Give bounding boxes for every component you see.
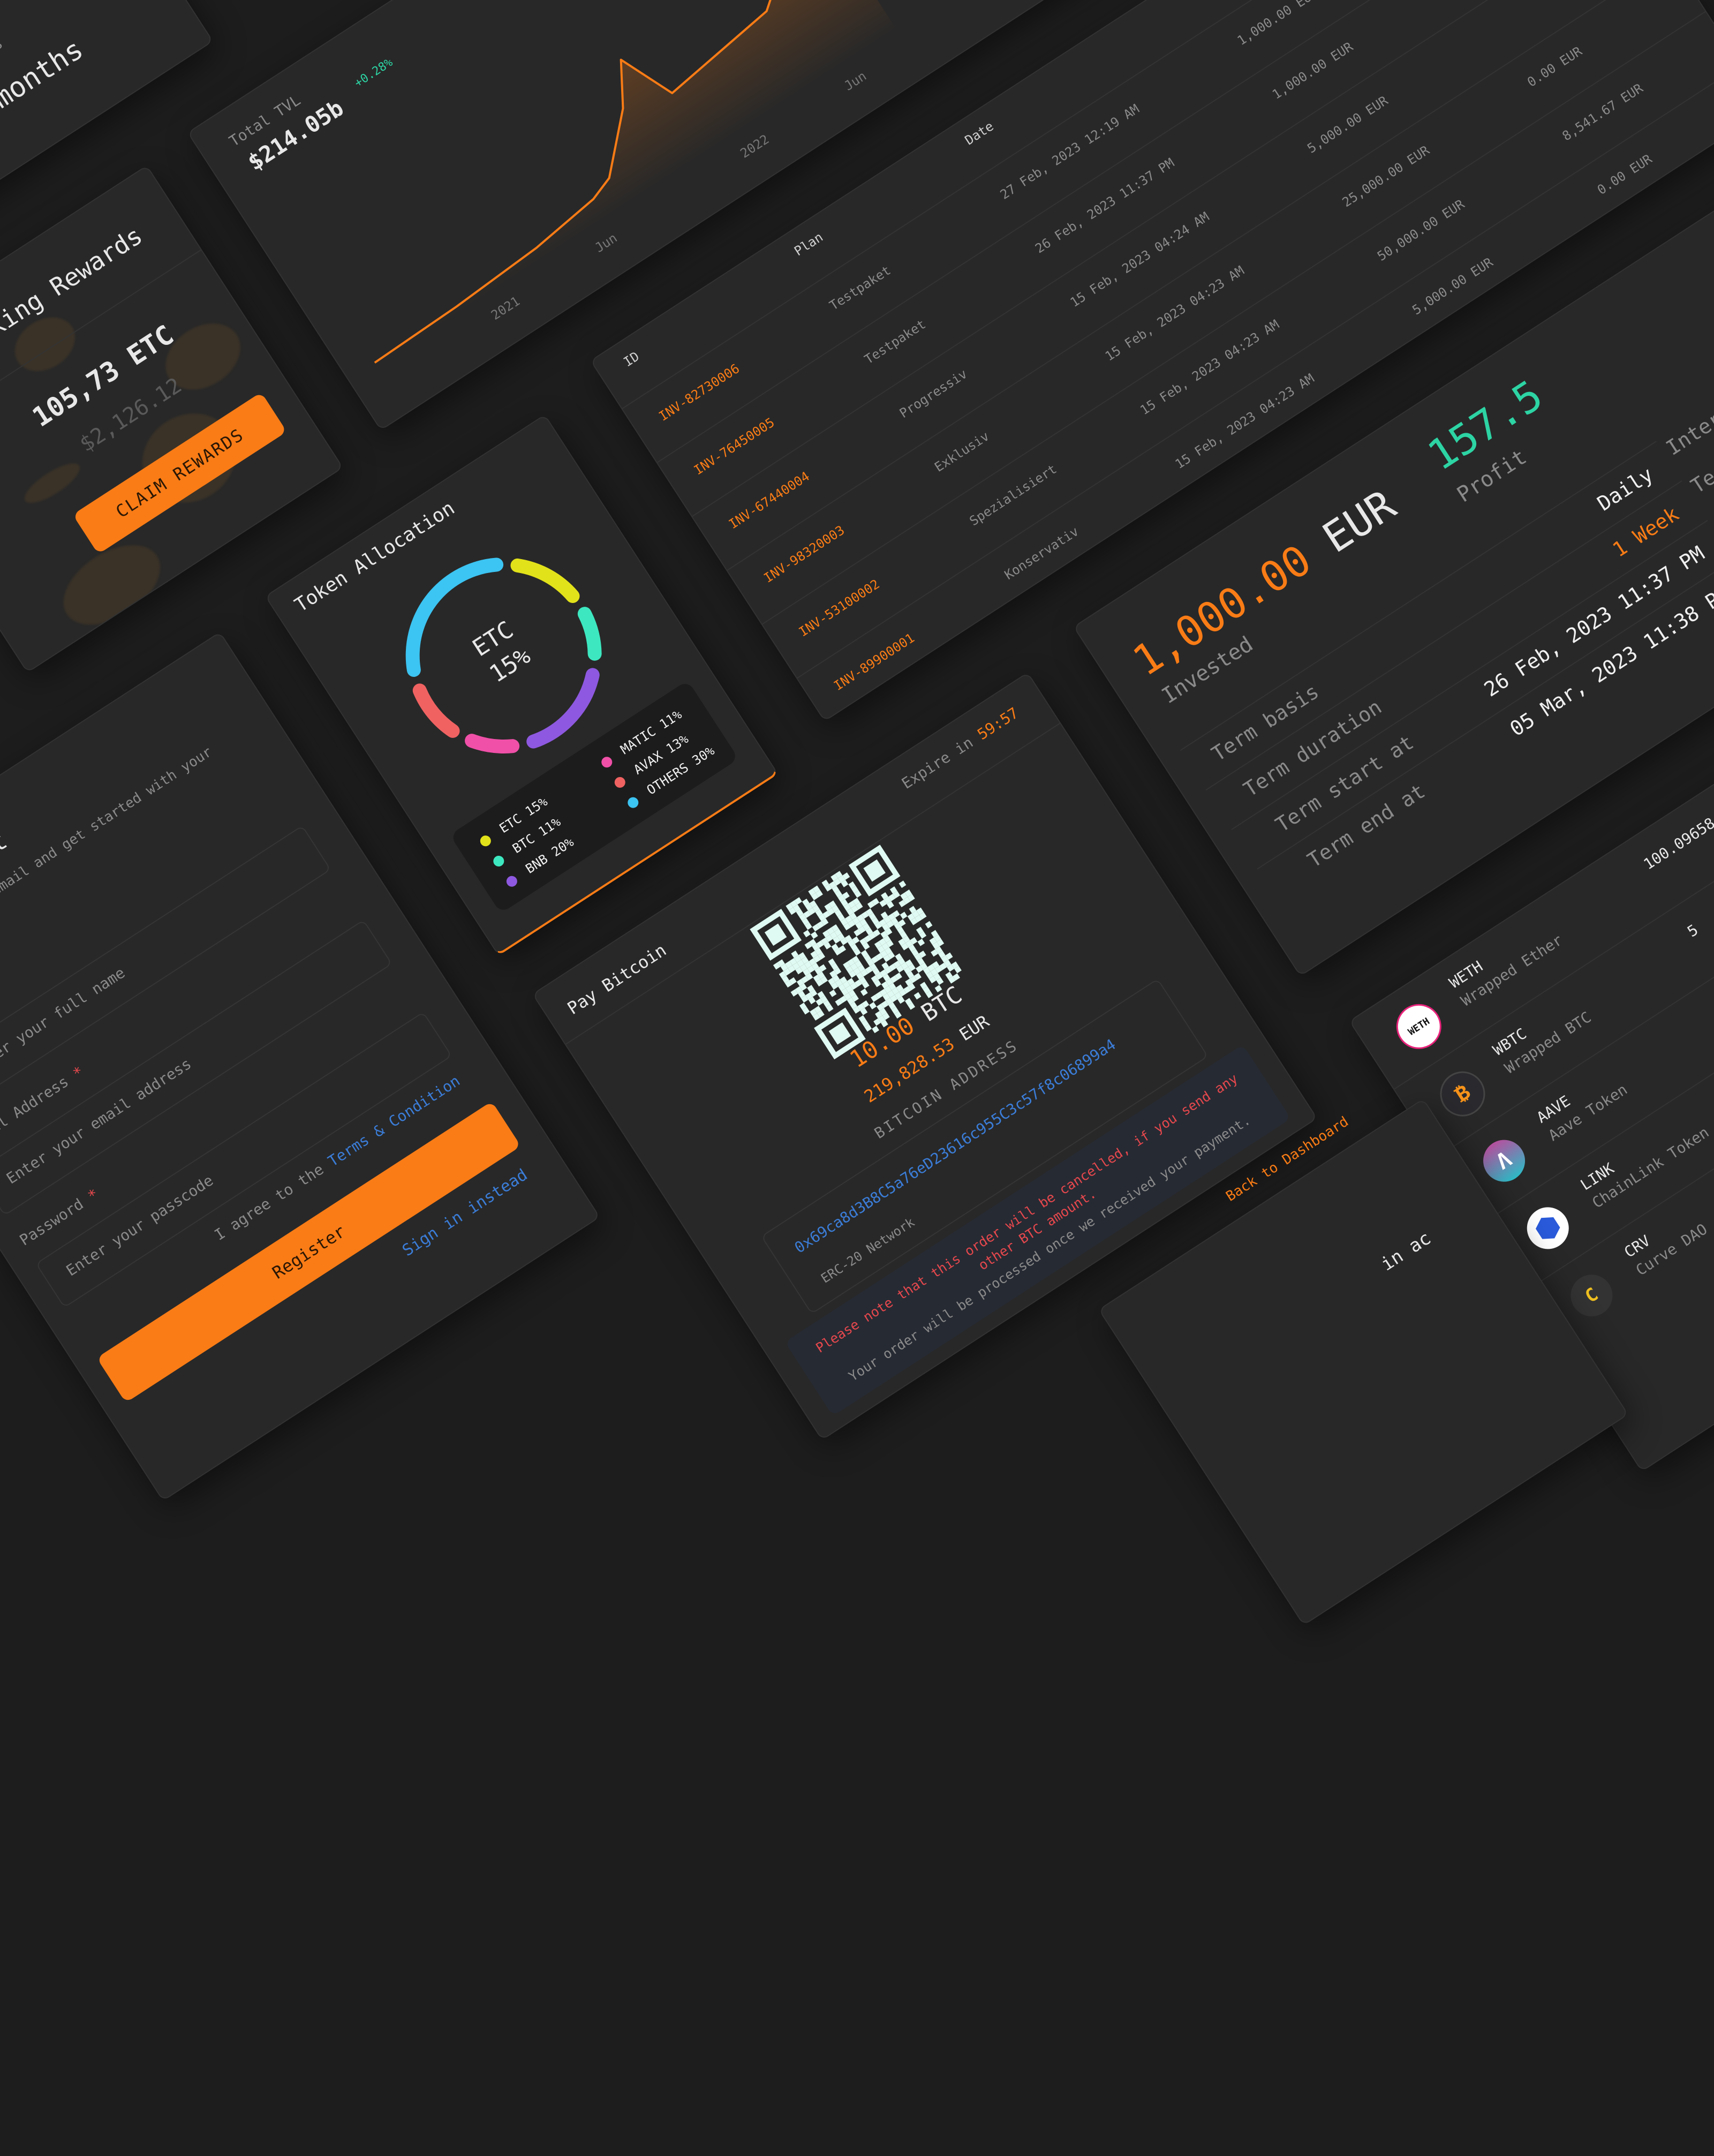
expire-label: Expire in bbox=[898, 728, 984, 792]
detail-divider bbox=[1206, 480, 1682, 790]
curve-icon: C bbox=[1562, 1267, 1620, 1324]
aave-icon: Λ bbox=[1475, 1132, 1533, 1190]
fiat-unit: EUR bbox=[956, 1011, 993, 1045]
qr-module bbox=[860, 989, 868, 996]
qr-module bbox=[899, 880, 907, 888]
qr-module bbox=[900, 912, 908, 919]
chainlink-icon: ⬢ bbox=[1519, 1199, 1577, 1257]
column-header-date[interactable]: Date bbox=[962, 118, 996, 148]
legend-dot bbox=[613, 775, 628, 790]
x-tick-label: Jun bbox=[842, 69, 870, 94]
qr-module bbox=[914, 992, 922, 1000]
plan-duration-label: ns bbox=[0, 34, 6, 59]
detail-value: 1 Week bbox=[1609, 502, 1683, 562]
profit-value: 157.5 bbox=[1419, 371, 1551, 480]
column-header-id[interactable]: ID bbox=[621, 349, 642, 370]
cell-plan: Testpaket bbox=[862, 316, 928, 367]
full-name-placeholder: Enter your full name bbox=[0, 964, 128, 1077]
detail-divider bbox=[1257, 560, 1714, 870]
token-balance: 5 bbox=[1684, 921, 1701, 941]
cell-extra: 0.00 EUR bbox=[1595, 152, 1655, 198]
side-label: Inter bbox=[1662, 407, 1714, 460]
signin-card-text: in ac bbox=[1377, 1227, 1435, 1275]
expire-time: 59:57 bbox=[974, 704, 1022, 744]
side-label: Te bbox=[1687, 465, 1714, 498]
plan-duration-value: months bbox=[0, 33, 89, 115]
legend-dot bbox=[599, 755, 614, 770]
required-mark: * bbox=[70, 1062, 87, 1082]
required-mark: * bbox=[85, 1185, 102, 1205]
x-tick-label: 2021 bbox=[488, 293, 523, 323]
password-placeholder: Enter your passcode bbox=[63, 1171, 217, 1279]
expire-timer: Expire in 59:57 bbox=[898, 704, 1022, 793]
coin-decoration bbox=[49, 529, 174, 641]
bitcoin-icon: ₿ bbox=[1431, 1063, 1493, 1125]
pay-bitcoin-title: Pay Bitcoin bbox=[564, 940, 670, 1019]
register-button-label: Register bbox=[269, 1221, 349, 1283]
legend-dot bbox=[625, 795, 640, 810]
qr-module bbox=[869, 1002, 877, 1009]
cell-plan: Exklusiv bbox=[932, 428, 992, 474]
weth-icon: WETH bbox=[1388, 996, 1450, 1058]
bitcoin-qr-code bbox=[750, 845, 964, 1059]
qr-module bbox=[917, 939, 925, 946]
token-balance: 100.0965847 bbox=[1641, 804, 1714, 873]
coin-decoration bbox=[19, 457, 85, 510]
column-header-plan[interactable]: Plan bbox=[791, 229, 826, 259]
legend-dot bbox=[504, 874, 519, 889]
qr-module bbox=[811, 931, 818, 939]
detail-value: Daily bbox=[1593, 463, 1657, 516]
cell-plan: Testpaket bbox=[827, 263, 893, 313]
cell-extra: 0.00 EUR bbox=[1524, 43, 1584, 89]
x-tick-label: 2022 bbox=[738, 132, 772, 161]
legend-dot bbox=[478, 833, 493, 848]
qr-module bbox=[829, 990, 837, 997]
email-placeholder: Enter your email address bbox=[3, 1055, 194, 1188]
invested-unit: EUR bbox=[1315, 481, 1404, 562]
x-tick-label: Jun bbox=[592, 230, 620, 255]
qr-module bbox=[803, 930, 811, 937]
legend-dot bbox=[492, 854, 507, 869]
qr-module bbox=[925, 921, 933, 929]
